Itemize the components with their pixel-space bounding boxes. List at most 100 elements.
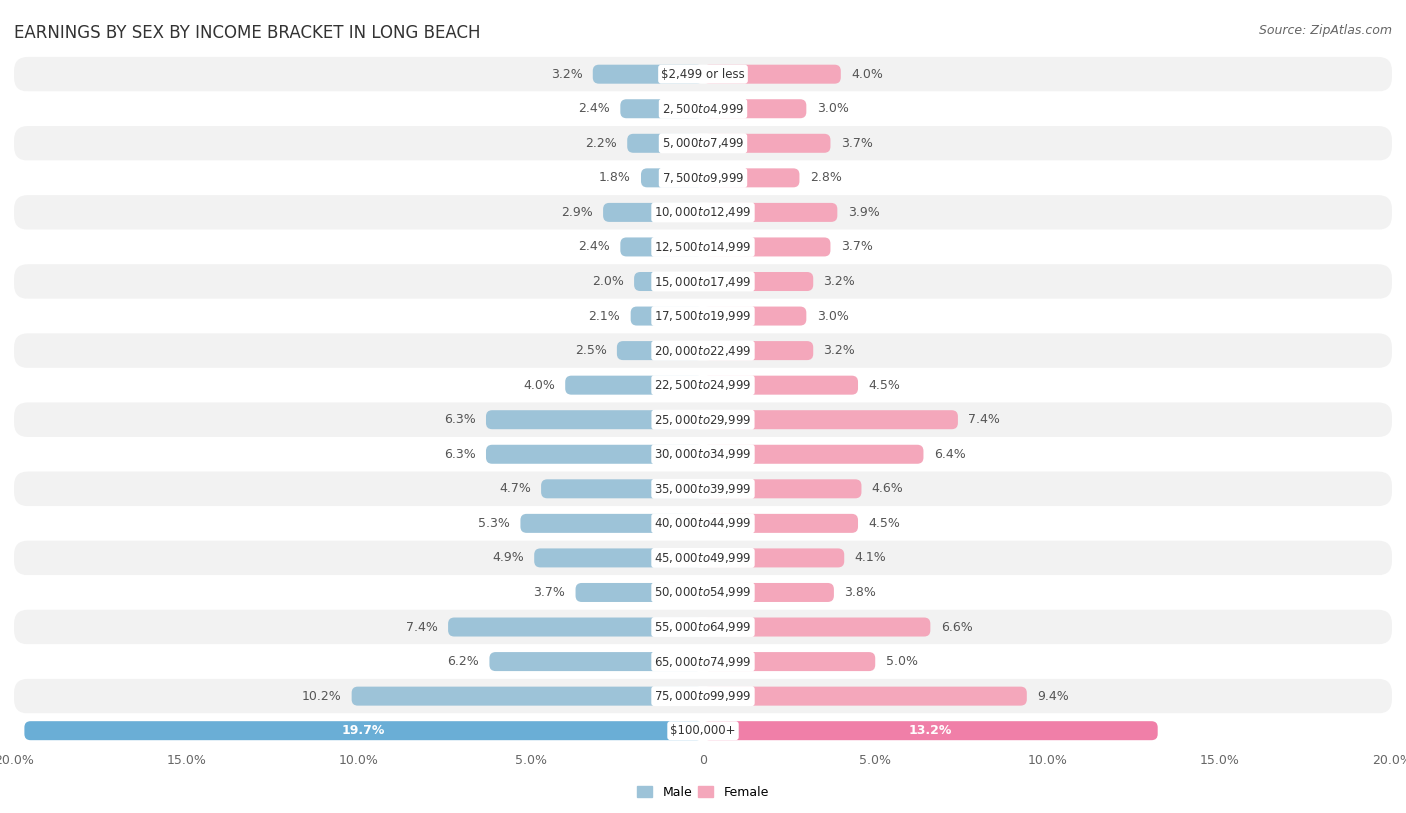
FancyBboxPatch shape	[703, 341, 813, 360]
FancyBboxPatch shape	[14, 229, 1392, 264]
FancyBboxPatch shape	[627, 134, 703, 153]
Text: $17,500 to $19,999: $17,500 to $19,999	[654, 309, 752, 323]
Text: 6.4%: 6.4%	[934, 448, 966, 461]
Text: 3.2%: 3.2%	[824, 344, 855, 357]
Text: $2,500 to $4,999: $2,500 to $4,999	[662, 102, 744, 115]
Text: $40,000 to $44,999: $40,000 to $44,999	[654, 516, 752, 530]
Text: $10,000 to $12,499: $10,000 to $12,499	[654, 206, 752, 220]
Text: $100,000+: $100,000+	[671, 724, 735, 737]
FancyBboxPatch shape	[593, 65, 703, 84]
Text: 4.6%: 4.6%	[872, 482, 904, 495]
Text: 19.7%: 19.7%	[342, 724, 385, 737]
Text: $12,500 to $14,999: $12,500 to $14,999	[654, 240, 752, 254]
Text: $55,000 to $64,999: $55,000 to $64,999	[654, 620, 752, 634]
Text: $30,000 to $34,999: $30,000 to $34,999	[654, 447, 752, 461]
Text: 13.2%: 13.2%	[908, 724, 952, 737]
FancyBboxPatch shape	[703, 618, 931, 637]
FancyBboxPatch shape	[703, 134, 831, 153]
Text: Source: ZipAtlas.com: Source: ZipAtlas.com	[1258, 24, 1392, 37]
FancyBboxPatch shape	[14, 160, 1392, 195]
Text: 3.8%: 3.8%	[844, 586, 876, 599]
Text: 10.2%: 10.2%	[301, 689, 342, 702]
FancyBboxPatch shape	[14, 472, 1392, 506]
FancyBboxPatch shape	[631, 307, 703, 325]
FancyBboxPatch shape	[703, 65, 841, 84]
Text: 6.6%: 6.6%	[941, 620, 973, 633]
FancyBboxPatch shape	[703, 168, 800, 187]
Text: $75,000 to $99,999: $75,000 to $99,999	[654, 689, 752, 703]
Text: 2.2%: 2.2%	[585, 137, 617, 150]
Text: 5.0%: 5.0%	[886, 655, 918, 668]
FancyBboxPatch shape	[14, 264, 1392, 298]
FancyBboxPatch shape	[449, 618, 703, 637]
FancyBboxPatch shape	[703, 99, 807, 118]
FancyBboxPatch shape	[703, 237, 831, 256]
Text: 2.8%: 2.8%	[810, 172, 842, 185]
FancyBboxPatch shape	[575, 583, 703, 602]
Text: $5,000 to $7,499: $5,000 to $7,499	[662, 137, 744, 150]
Text: 2.4%: 2.4%	[578, 102, 610, 115]
FancyBboxPatch shape	[14, 575, 1392, 610]
FancyBboxPatch shape	[520, 514, 703, 533]
Text: 4.7%: 4.7%	[499, 482, 531, 495]
Text: $50,000 to $54,999: $50,000 to $54,999	[654, 585, 752, 599]
FancyBboxPatch shape	[24, 721, 703, 740]
FancyBboxPatch shape	[14, 437, 1392, 472]
FancyBboxPatch shape	[703, 203, 838, 222]
FancyBboxPatch shape	[703, 272, 813, 291]
FancyBboxPatch shape	[703, 376, 858, 394]
FancyBboxPatch shape	[14, 126, 1392, 160]
FancyBboxPatch shape	[14, 333, 1392, 367]
Text: $65,000 to $74,999: $65,000 to $74,999	[654, 654, 752, 668]
FancyBboxPatch shape	[703, 721, 1157, 740]
Text: $22,500 to $24,999: $22,500 to $24,999	[654, 378, 752, 392]
FancyBboxPatch shape	[565, 376, 703, 394]
Text: 4.5%: 4.5%	[869, 517, 900, 530]
Text: 4.0%: 4.0%	[523, 379, 555, 392]
Text: 5.3%: 5.3%	[478, 517, 510, 530]
FancyBboxPatch shape	[703, 411, 957, 429]
Text: 2.5%: 2.5%	[575, 344, 606, 357]
FancyBboxPatch shape	[534, 549, 703, 567]
Text: 3.7%: 3.7%	[841, 137, 873, 150]
FancyBboxPatch shape	[14, 402, 1392, 437]
FancyBboxPatch shape	[14, 57, 1392, 91]
FancyBboxPatch shape	[486, 411, 703, 429]
Text: $45,000 to $49,999: $45,000 to $49,999	[654, 551, 752, 565]
Text: $20,000 to $22,499: $20,000 to $22,499	[654, 344, 752, 358]
FancyBboxPatch shape	[617, 341, 703, 360]
FancyBboxPatch shape	[352, 687, 703, 706]
FancyBboxPatch shape	[703, 583, 834, 602]
Text: 4.5%: 4.5%	[869, 379, 900, 392]
FancyBboxPatch shape	[14, 506, 1392, 541]
FancyBboxPatch shape	[14, 195, 1392, 229]
Text: 4.1%: 4.1%	[855, 551, 886, 564]
FancyBboxPatch shape	[541, 480, 703, 498]
Text: 2.0%: 2.0%	[592, 275, 624, 288]
FancyBboxPatch shape	[486, 445, 703, 463]
FancyBboxPatch shape	[703, 307, 807, 325]
Text: 3.7%: 3.7%	[533, 586, 565, 599]
FancyBboxPatch shape	[703, 652, 875, 671]
Text: 7.4%: 7.4%	[969, 413, 1000, 426]
Legend: Male, Female: Male, Female	[633, 781, 773, 804]
Text: 3.0%: 3.0%	[817, 102, 849, 115]
FancyBboxPatch shape	[14, 714, 1392, 748]
Text: 7.4%: 7.4%	[406, 620, 437, 633]
Text: $35,000 to $39,999: $35,000 to $39,999	[654, 482, 752, 496]
FancyBboxPatch shape	[634, 272, 703, 291]
Text: 9.4%: 9.4%	[1038, 689, 1069, 702]
Text: 3.0%: 3.0%	[817, 310, 849, 323]
FancyBboxPatch shape	[703, 687, 1026, 706]
FancyBboxPatch shape	[489, 652, 703, 671]
Text: 2.1%: 2.1%	[589, 310, 620, 323]
Text: 4.0%: 4.0%	[851, 67, 883, 80]
FancyBboxPatch shape	[14, 91, 1392, 126]
FancyBboxPatch shape	[14, 298, 1392, 333]
Text: 3.2%: 3.2%	[824, 275, 855, 288]
Text: 3.2%: 3.2%	[551, 67, 582, 80]
FancyBboxPatch shape	[620, 99, 703, 118]
Text: 1.8%: 1.8%	[599, 172, 631, 185]
Text: $25,000 to $29,999: $25,000 to $29,999	[654, 413, 752, 427]
FancyBboxPatch shape	[620, 237, 703, 256]
